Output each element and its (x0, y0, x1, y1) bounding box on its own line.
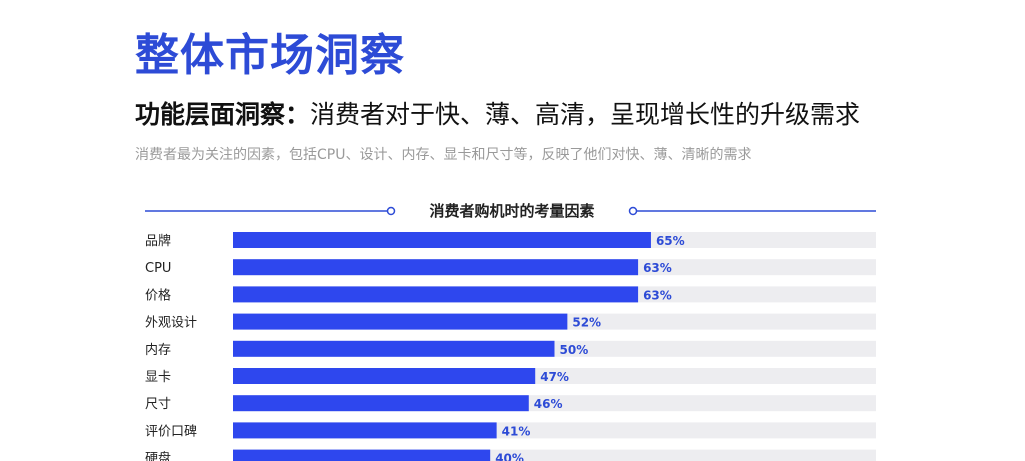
chart-title: 消费者购机时的考量因素 (429, 202, 594, 220)
bar (233, 422, 497, 439)
value-label: 63% (643, 261, 672, 275)
subtitle-lead: 功能层面洞察： (135, 100, 311, 129)
value-label: 46% (534, 397, 563, 411)
value-label: 65% (656, 234, 685, 248)
category-label: 外观设计 (145, 316, 197, 331)
page-description: 消费者最为关注的因素，包括CPU、设计、内存、显卡和尺寸等，反映了他们对快、薄、… (135, 147, 752, 163)
value-label: 63% (643, 288, 672, 302)
category-label: 评价口碑 (145, 423, 197, 439)
category-label: 尺寸 (145, 397, 171, 412)
value-label: 50% (560, 343, 589, 357)
bar (233, 259, 639, 276)
category-label: CPU (145, 261, 171, 276)
chart-title-dot-right (628, 206, 638, 216)
bar (233, 340, 555, 357)
page-subtitle: 功能层面洞察：消费者对于快、薄、高清，呈现增长性的升级需求 (135, 98, 860, 132)
value-label: 52% (572, 316, 601, 330)
bar (233, 232, 651, 248)
subtitle-text: 消费者对于快、薄、高清，呈现增长性的升级需求 (310, 100, 861, 129)
category-label: 内存 (145, 342, 171, 358)
category-label: 品牌 (145, 233, 171, 249)
page-title: 整体市场洞察 (135, 30, 405, 81)
value-label: 40% (495, 452, 524, 461)
value-label: 41% (502, 424, 531, 438)
category-label: 显卡 (145, 370, 171, 385)
bar-track (233, 449, 876, 461)
bar (233, 449, 491, 461)
chart-title-dot-left (386, 206, 396, 216)
bar (233, 395, 529, 412)
bar (233, 286, 639, 303)
category-label: 硬盘 (145, 451, 171, 461)
category-label: 价格 (145, 287, 171, 303)
bar (233, 313, 568, 330)
value-label: 47% (540, 370, 569, 384)
chart-header: 消费者购机时的考量因素 (145, 202, 876, 220)
chart-bars: 品牌 65% CPU 63% 价格 63% 外观设计 52% 内存 50% 显卡 47% 尺寸 46% 评价… (145, 232, 876, 461)
bar (233, 368, 536, 384)
